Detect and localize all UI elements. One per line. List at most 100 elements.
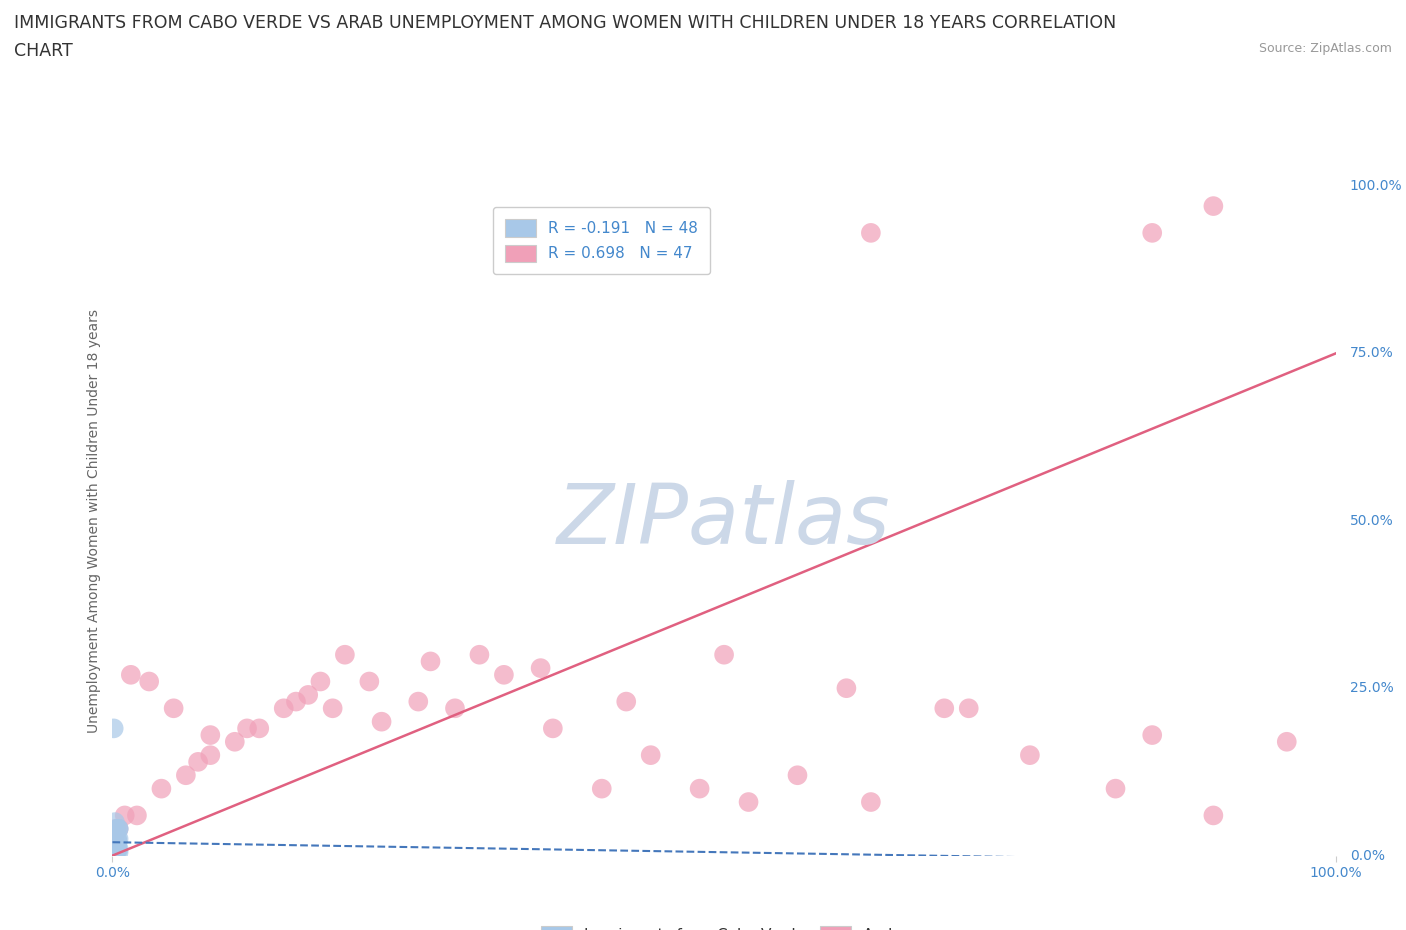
Point — [247, 721, 270, 736]
Text: ZIPatlas: ZIPatlas — [557, 480, 891, 562]
Point — [105, 835, 128, 850]
Point — [104, 838, 127, 853]
Legend: Immigrants from Cabo Verde, Arabs: Immigrants from Cabo Verde, Arabs — [529, 913, 920, 930]
Point — [104, 842, 127, 857]
Point — [859, 225, 882, 240]
Point — [120, 668, 142, 683]
Point — [105, 828, 128, 843]
Point — [104, 838, 127, 853]
Point — [105, 831, 128, 846]
Point — [737, 794, 759, 809]
Point — [104, 828, 127, 843]
Text: 75.0%: 75.0% — [1350, 346, 1393, 361]
Text: 100.0%: 100.0% — [1350, 179, 1402, 193]
Point — [105, 842, 128, 857]
Point — [163, 701, 186, 716]
Point — [104, 835, 127, 850]
Point — [103, 844, 125, 859]
Point — [104, 835, 127, 850]
Point — [1142, 225, 1164, 240]
Point — [105, 835, 128, 850]
Point — [322, 701, 344, 716]
Point — [104, 844, 127, 859]
Point — [114, 808, 136, 823]
Point — [103, 842, 125, 857]
Point — [105, 835, 128, 850]
Point — [529, 660, 551, 675]
Point — [105, 842, 128, 857]
Point — [105, 835, 128, 850]
Point — [333, 647, 356, 662]
Point — [138, 674, 160, 689]
Point — [103, 842, 125, 857]
Point — [107, 821, 129, 836]
Point — [370, 714, 392, 729]
Point — [541, 721, 564, 736]
Point — [957, 701, 980, 716]
Point — [297, 687, 319, 702]
Point — [187, 754, 209, 769]
Point — [103, 842, 125, 857]
Point — [105, 821, 128, 836]
Point — [103, 831, 125, 846]
Point — [103, 844, 125, 859]
Point — [1142, 727, 1164, 742]
Point — [105, 842, 128, 857]
Point — [105, 835, 128, 850]
Point — [200, 748, 222, 763]
Point — [104, 838, 127, 853]
Point — [492, 668, 515, 683]
Point — [640, 748, 662, 763]
Point — [713, 647, 735, 662]
Text: CHART: CHART — [14, 42, 73, 60]
Text: 0.0%: 0.0% — [1350, 848, 1385, 863]
Point — [591, 781, 613, 796]
Point — [309, 674, 332, 689]
Point — [103, 842, 125, 857]
Point — [200, 727, 222, 742]
Point — [105, 835, 128, 850]
Point — [859, 794, 882, 809]
Point — [359, 674, 381, 689]
Point — [103, 842, 125, 857]
Point — [419, 654, 441, 669]
Point — [1018, 748, 1040, 763]
Point — [103, 844, 125, 859]
Point — [105, 828, 128, 843]
Point — [105, 835, 128, 850]
Point — [107, 831, 129, 846]
Point — [105, 844, 128, 859]
Text: 25.0%: 25.0% — [1350, 681, 1393, 696]
Point — [105, 842, 128, 857]
Point — [786, 768, 808, 783]
Point — [150, 781, 173, 796]
Point — [689, 781, 711, 796]
Point — [174, 768, 197, 783]
Point — [1202, 199, 1225, 214]
Point — [444, 701, 467, 716]
Point — [125, 808, 148, 823]
Point — [103, 825, 125, 840]
Point — [1275, 735, 1298, 750]
Y-axis label: Unemployment Among Women with Children Under 18 years: Unemployment Among Women with Children U… — [87, 309, 101, 733]
Point — [105, 831, 128, 846]
Point — [105, 821, 128, 836]
Point — [273, 701, 295, 716]
Point — [105, 842, 128, 857]
Point — [835, 681, 858, 696]
Point — [1202, 808, 1225, 823]
Point — [468, 647, 491, 662]
Point — [107, 842, 129, 857]
Point — [1104, 781, 1126, 796]
Point — [104, 838, 127, 853]
Point — [104, 815, 127, 830]
Point — [408, 694, 430, 709]
Point — [107, 821, 129, 836]
Point — [236, 721, 259, 736]
Text: IMMIGRANTS FROM CABO VERDE VS ARAB UNEMPLOYMENT AMONG WOMEN WITH CHILDREN UNDER : IMMIGRANTS FROM CABO VERDE VS ARAB UNEMP… — [14, 14, 1116, 32]
Point — [614, 694, 637, 709]
Point — [105, 838, 128, 853]
Point — [104, 838, 127, 853]
Point — [105, 835, 128, 850]
Text: Source: ZipAtlas.com: Source: ZipAtlas.com — [1258, 42, 1392, 55]
